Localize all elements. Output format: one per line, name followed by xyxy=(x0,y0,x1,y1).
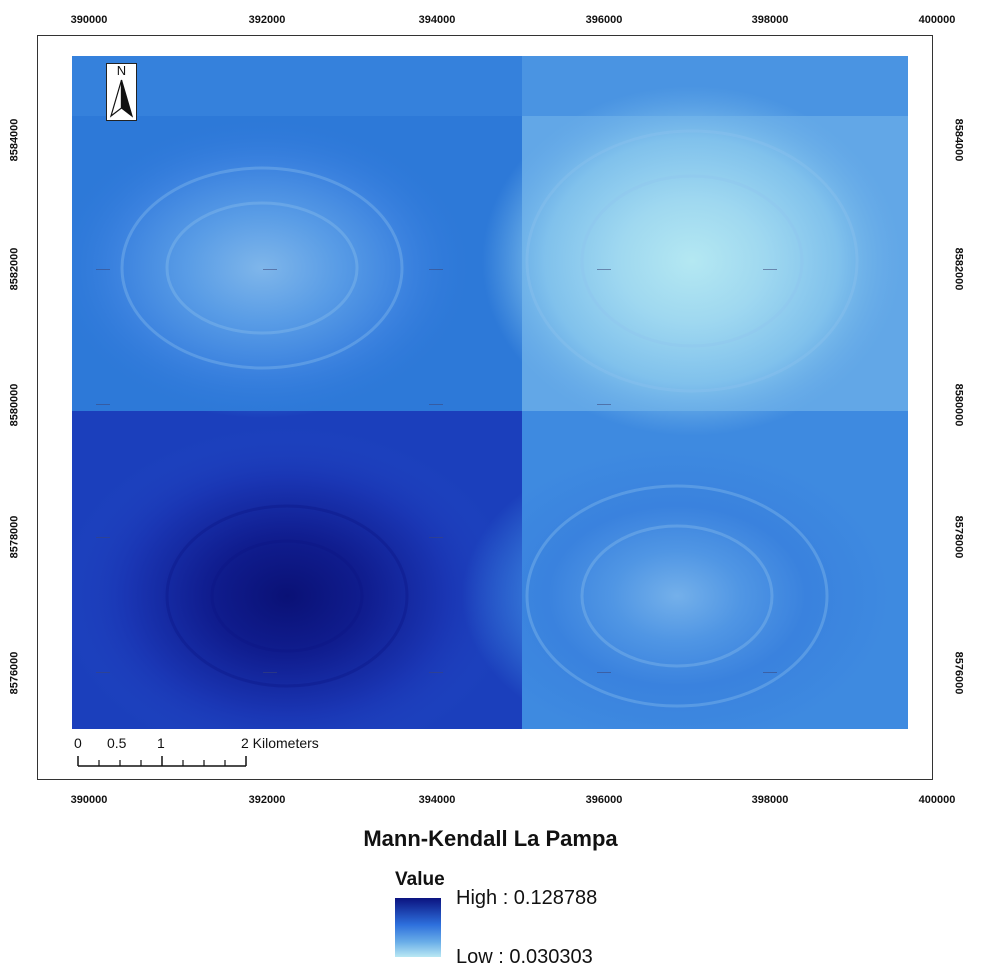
x-tick-top-394000: 394000 xyxy=(418,14,456,26)
raster-surface xyxy=(72,56,908,729)
y-tick-left-8580000: 8580000 xyxy=(8,383,21,427)
grid-mark xyxy=(429,404,443,405)
y-tick-left-8582000: 8582000 xyxy=(8,247,21,291)
x-tick-bottom-400000: 400000 xyxy=(918,794,956,806)
legend-low-label: Low : 0.030303 xyxy=(456,946,593,968)
grid-mark xyxy=(763,269,777,270)
grid-mark xyxy=(429,269,443,270)
grid-mark xyxy=(263,672,277,673)
y-tick-right-8582000: 8582000 xyxy=(952,247,965,291)
y-tick-right-8580000: 8580000 xyxy=(952,383,965,427)
grid-mark xyxy=(597,404,611,405)
north-label: N xyxy=(116,63,127,78)
grid-mark xyxy=(263,269,277,270)
y-tick-left-8578000: 8578000 xyxy=(8,515,21,559)
x-tick-bottom-394000: 394000 xyxy=(418,794,456,806)
grid-mark xyxy=(96,404,110,405)
x-tick-top-392000: 392000 xyxy=(248,14,286,26)
grid-mark xyxy=(429,672,443,673)
y-tick-right-8578000: 8578000 xyxy=(952,515,965,559)
x-tick-top-398000: 398000 xyxy=(751,14,789,26)
grid-mark xyxy=(96,672,110,673)
x-tick-top-396000: 396000 xyxy=(585,14,623,26)
y-tick-right-8576000: 8576000 xyxy=(952,651,965,695)
x-tick-top-400000: 400000 xyxy=(918,14,956,26)
north-arrow: N xyxy=(106,63,137,121)
grid-mark xyxy=(96,537,110,538)
y-tick-left-8584000: 8584000 xyxy=(8,118,21,162)
scale-label-2-km: 2 Kilometers xyxy=(241,735,319,751)
raster-map xyxy=(72,56,908,729)
x-tick-bottom-390000: 390000 xyxy=(70,794,108,806)
scale-label-0-5: 0.5 xyxy=(107,735,127,751)
grid-mark xyxy=(96,269,110,270)
scale-label-0: 0 xyxy=(74,735,82,751)
legend-color-ramp xyxy=(395,898,441,957)
map-title: Mann-Kendall La Pampa xyxy=(363,826,618,851)
x-tick-top-390000: 390000 xyxy=(70,14,108,26)
legend-heading: Value xyxy=(395,869,445,890)
y-tick-right-8584000: 8584000 xyxy=(952,118,965,162)
scale-label-1: 1 xyxy=(157,735,165,751)
north-arrow-icon xyxy=(109,79,134,118)
grid-mark xyxy=(763,672,777,673)
grid-mark xyxy=(597,672,611,673)
scale-bar xyxy=(77,756,247,767)
legend-high-label: High : 0.128788 xyxy=(456,887,598,909)
x-tick-bottom-396000: 396000 xyxy=(585,794,623,806)
x-tick-bottom-392000: 392000 xyxy=(248,794,286,806)
y-tick-left-8576000: 8576000 xyxy=(8,651,21,695)
x-tick-bottom-398000: 398000 xyxy=(751,794,789,806)
grid-mark xyxy=(429,537,443,538)
grid-mark xyxy=(597,269,611,270)
